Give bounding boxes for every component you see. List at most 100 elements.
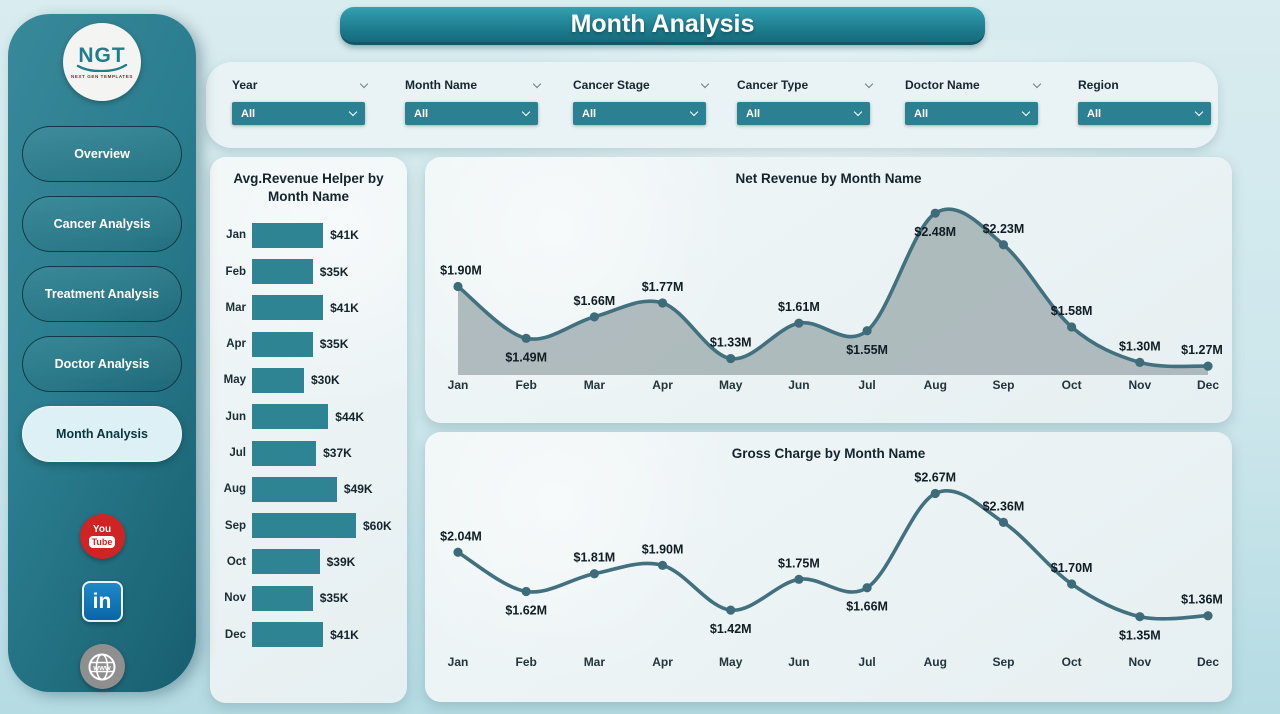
data-point[interactable]: [930, 488, 940, 499]
data-point[interactable]: [998, 517, 1009, 527]
chevron-down-icon: [853, 107, 863, 117]
sidebar-item-doctor-analysis[interactable]: Doctor Analysis: [22, 336, 182, 392]
axis-label: Nov: [1128, 378, 1151, 392]
filter-dropdown[interactable]: All: [905, 102, 1038, 125]
bar-category-label: Oct: [226, 555, 246, 568]
data-point[interactable]: [862, 326, 872, 336]
bar[interactable]: [252, 295, 324, 321]
avg-revenue-bar-chart-card: Avg.Revenue Helper by Month Name Jan $41K…: [210, 157, 407, 703]
logo-text: NGT: [78, 44, 126, 67]
bar-value-label: $30K: [311, 373, 340, 388]
data-point[interactable]: [521, 586, 531, 597]
data-point[interactable]: [794, 318, 804, 328]
data-point[interactable]: [1203, 361, 1213, 371]
bar[interactable]: [252, 440, 317, 466]
data-point[interactable]: [453, 547, 463, 557]
sidebar: NGT NEXT GEN TEMPLATES Overview Cancer An…: [8, 14, 196, 692]
sidebar-item-overview[interactable]: Overview: [22, 126, 182, 182]
axis-label: Jan: [448, 655, 469, 669]
data-label: $1.30M: [1119, 339, 1161, 353]
bar-category-label: Feb: [225, 265, 246, 278]
data-point[interactable]: [794, 574, 804, 584]
filter-label: Cancer Type: [737, 78, 809, 92]
sidebar-item-cancer-analysis[interactable]: Cancer Analysis: [22, 196, 182, 252]
data-label: $1.27M: [1181, 343, 1223, 357]
data-point[interactable]: [998, 240, 1009, 250]
filter-dropdown[interactable]: All: [573, 102, 706, 125]
filter-dropdown[interactable]: All: [737, 102, 870, 125]
sidebar-nav: Overview Cancer Analysis Treatment Analysi…: [22, 126, 182, 476]
data-point[interactable]: [726, 605, 736, 615]
axis-label: Dec: [1197, 378, 1219, 392]
bar-category-label: May: [223, 374, 246, 387]
youtube-icon[interactable]: You Tube: [79, 514, 125, 559]
bar[interactable]: [252, 331, 313, 357]
chevron-down-icon: [1021, 107, 1031, 117]
data-label: $1.33M: [710, 336, 752, 350]
chevron-down-icon[interactable]: [359, 79, 369, 88]
chevron-down-icon[interactable]: [532, 79, 542, 88]
bar-row: Oct $39K: [220, 544, 407, 580]
data-point[interactable]: [862, 583, 872, 593]
sidebar-item-month-analysis[interactable]: Month Analysis: [22, 406, 182, 462]
data-label: $1.66M: [574, 294, 616, 308]
data-point[interactable]: [726, 353, 736, 364]
axis-label: Apr: [652, 378, 673, 392]
page-title: Month Analysis: [570, 10, 755, 38]
gross-charge-chart-card: Gross Charge by Month Name $2.04M Jan $1.6…: [425, 432, 1232, 702]
data-point[interactable]: [930, 208, 940, 218]
bar[interactable]: [252, 585, 313, 611]
filter-value: All: [1087, 107, 1102, 120]
bar-value-label: $37K: [323, 446, 352, 461]
filter-dropdown[interactable]: All: [232, 102, 365, 125]
series-line: [456, 489, 1210, 621]
data-point[interactable]: [521, 333, 531, 343]
bar-category-label: Aug: [223, 483, 246, 496]
data-point[interactable]: [657, 298, 668, 308]
data-point[interactable]: [589, 312, 599, 322]
bar-row: Mar $41K: [220, 290, 407, 326]
bar-rows: Jan $41K Feb $35K Mar $41K Apr $35K May $30K Jun $4…: [210, 217, 407, 653]
data-point[interactable]: [1135, 612, 1145, 622]
chevron-down-icon[interactable]: [700, 79, 710, 88]
linkedin-icon[interactable]: in: [81, 581, 123, 622]
filter-dropdown[interactable]: All: [1078, 102, 1211, 125]
data-label: $1.75M: [778, 556, 820, 570]
bar-value-label: $41K: [330, 300, 359, 315]
bar[interactable]: [252, 259, 313, 285]
filter-value: All: [414, 107, 429, 120]
chevron-down-icon[interactable]: [864, 79, 874, 88]
bar[interactable]: [252, 222, 324, 248]
axis-label: Oct: [1062, 655, 1082, 669]
chevron-down-icon[interactable]: [1032, 79, 1042, 88]
bar[interactable]: [252, 513, 356, 539]
youtube-text-top: You: [92, 524, 112, 536]
data-point[interactable]: [589, 569, 599, 579]
bar[interactable]: [252, 404, 329, 430]
data-point[interactable]: [657, 560, 668, 570]
filter-value: All: [746, 107, 761, 120]
bar[interactable]: [252, 622, 324, 647]
bar-chart-title: Avg.Revenue Helper by Month Name: [233, 171, 384, 204]
bar-row: Nov $35K: [220, 580, 407, 616]
data-point[interactable]: [1067, 322, 1077, 332]
bar[interactable]: [252, 549, 320, 575]
sidebar-item-treatment-analysis[interactable]: Treatment Analysis: [22, 266, 182, 322]
gross-charge-line-chart: $2.04M Jan $1.62M Feb $1.81M Mar $1.90M Apr $1.4…: [440, 470, 1223, 669]
axis-label: May: [719, 655, 743, 669]
bar-value-label: $41K: [330, 228, 359, 243]
bar-row: Jan $41K: [220, 217, 407, 253]
filter-dropdown[interactable]: All: [405, 102, 538, 125]
bar[interactable]: [252, 476, 337, 502]
website-globe-icon[interactable]: www: [79, 644, 125, 689]
bar-value-label: $39K: [326, 554, 356, 569]
data-point[interactable]: [1203, 611, 1213, 621]
data-point[interactable]: [453, 281, 463, 292]
bar-category-label: Jun: [225, 410, 246, 423]
logo-subtext: NEXT GEN TEMPLATES: [71, 74, 133, 79]
filter-label: Doctor Name: [905, 78, 980, 92]
bar[interactable]: [252, 367, 304, 393]
data-point[interactable]: [1067, 579, 1077, 589]
data-point[interactable]: [1135, 357, 1145, 367]
